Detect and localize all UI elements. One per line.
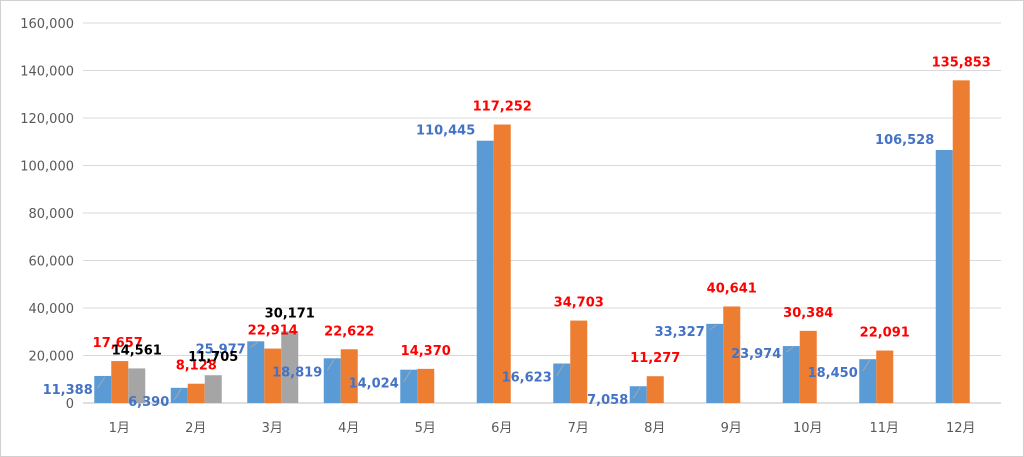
leader-line — [785, 346, 794, 353]
data-label-series-2: 22,914 — [248, 324, 298, 339]
leader-line — [97, 376, 106, 389]
data-label-series-2: 11,277 — [630, 351, 680, 366]
data-label-series-1: 25,977 — [196, 342, 246, 357]
bar-series-2 — [646, 376, 664, 403]
x-tick-label: 9月 — [721, 421, 742, 436]
bar-series-1 — [859, 359, 877, 403]
leader-line — [632, 386, 641, 399]
bar-series-1 — [323, 358, 341, 403]
leader-line — [173, 388, 182, 401]
y-tick-label: 40,000 — [29, 302, 75, 317]
data-label-series-2: 17,657 — [93, 336, 143, 351]
x-tick-label: 8月 — [644, 421, 665, 436]
leader-line — [250, 341, 259, 348]
data-label-series-1: 18,819 — [272, 365, 322, 380]
bar-series-2 — [952, 80, 970, 404]
bar-series-2 — [493, 124, 511, 404]
bar-series-1 — [629, 386, 647, 403]
x-tick-label: 4月 — [338, 421, 359, 436]
data-label-series-1: 23,974 — [731, 347, 781, 362]
bar-series-2 — [799, 330, 817, 403]
x-tick-label: 10月 — [793, 421, 823, 436]
data-label-series-1: 6,390 — [128, 395, 169, 410]
leader-line — [556, 364, 565, 376]
bar-series-2 — [264, 348, 282, 403]
leader-line — [326, 359, 335, 371]
data-label-series-2: 40,641 — [707, 281, 757, 296]
bar-series-2 — [340, 349, 358, 403]
bar-series-1 — [170, 387, 188, 403]
data-label-series-3: 14,561 — [112, 343, 162, 358]
data-label-series-1: 106,528 — [875, 133, 934, 148]
data-label-series-2: 22,091 — [860, 326, 910, 341]
x-tick-label: 11月 — [869, 421, 899, 436]
bar-series-2 — [417, 368, 435, 403]
data-label-series-2: 22,622 — [324, 324, 374, 339]
bar-series-2 — [876, 350, 894, 403]
bar-series-2 — [111, 361, 129, 403]
y-tick-label: 140,000 — [20, 65, 74, 80]
bar-series-1 — [247, 341, 265, 403]
bar-series-1 — [94, 375, 112, 403]
bar-series-1 — [553, 363, 571, 403]
leader-line — [862, 359, 871, 372]
x-tick-label: 2月 — [185, 421, 206, 436]
x-tick-label: 1月 — [109, 421, 130, 436]
data-label-series-1: 14,024 — [349, 377, 399, 392]
y-tick-label: 160,000 — [20, 17, 74, 32]
leader-line — [709, 324, 718, 331]
bar-series-1 — [476, 140, 494, 404]
data-label-series-1: 18,450 — [808, 366, 858, 381]
bar-series-3 — [128, 368, 146, 403]
data-label-series-2: 117,252 — [473, 100, 532, 115]
y-tick-label: 0 — [66, 397, 74, 412]
bar-series-3 — [204, 375, 222, 403]
data-label-series-2: 30,384 — [783, 306, 833, 321]
data-label-series-3: 30,171 — [265, 306, 315, 321]
data-label-series-1: 110,445 — [416, 124, 475, 139]
data-label-series-2: 34,703 — [554, 296, 604, 311]
data-label-series-1: 11,388 — [43, 383, 93, 398]
y-tick-label: 20,000 — [29, 350, 75, 365]
data-label-series-2: 135,853 — [932, 55, 991, 70]
y-tick-label: 100,000 — [20, 160, 74, 175]
data-label-series-1: 16,623 — [502, 371, 552, 386]
data-label-series-1: 7,058 — [587, 393, 628, 408]
bar-series-2 — [723, 306, 741, 403]
y-tick-label: 120,000 — [20, 112, 74, 127]
y-tick-label: 60,000 — [29, 255, 75, 270]
data-label-series-2: 8,128 — [176, 359, 217, 374]
bar-series-1 — [935, 149, 953, 403]
x-tick-label: 3月 — [262, 421, 283, 436]
data-label-series-3: 11,705 — [188, 350, 238, 365]
data-label-series-2: 14,370 — [401, 344, 451, 359]
bar-series-3 — [281, 331, 299, 403]
bar-series-1 — [706, 323, 724, 403]
bar-series-2 — [570, 320, 588, 403]
x-tick-label: 5月 — [415, 421, 436, 436]
x-tick-label: 6月 — [491, 421, 512, 436]
bar-series-2 — [187, 383, 205, 403]
data-label-series-1: 33,327 — [655, 325, 705, 340]
y-tick-label: 80,000 — [29, 207, 75, 222]
bar-series-1 — [782, 346, 800, 403]
bar-series-1 — [400, 369, 418, 403]
leader-line — [403, 370, 412, 382]
x-tick-label: 12月 — [946, 421, 976, 436]
x-tick-label: 7月 — [568, 421, 589, 436]
